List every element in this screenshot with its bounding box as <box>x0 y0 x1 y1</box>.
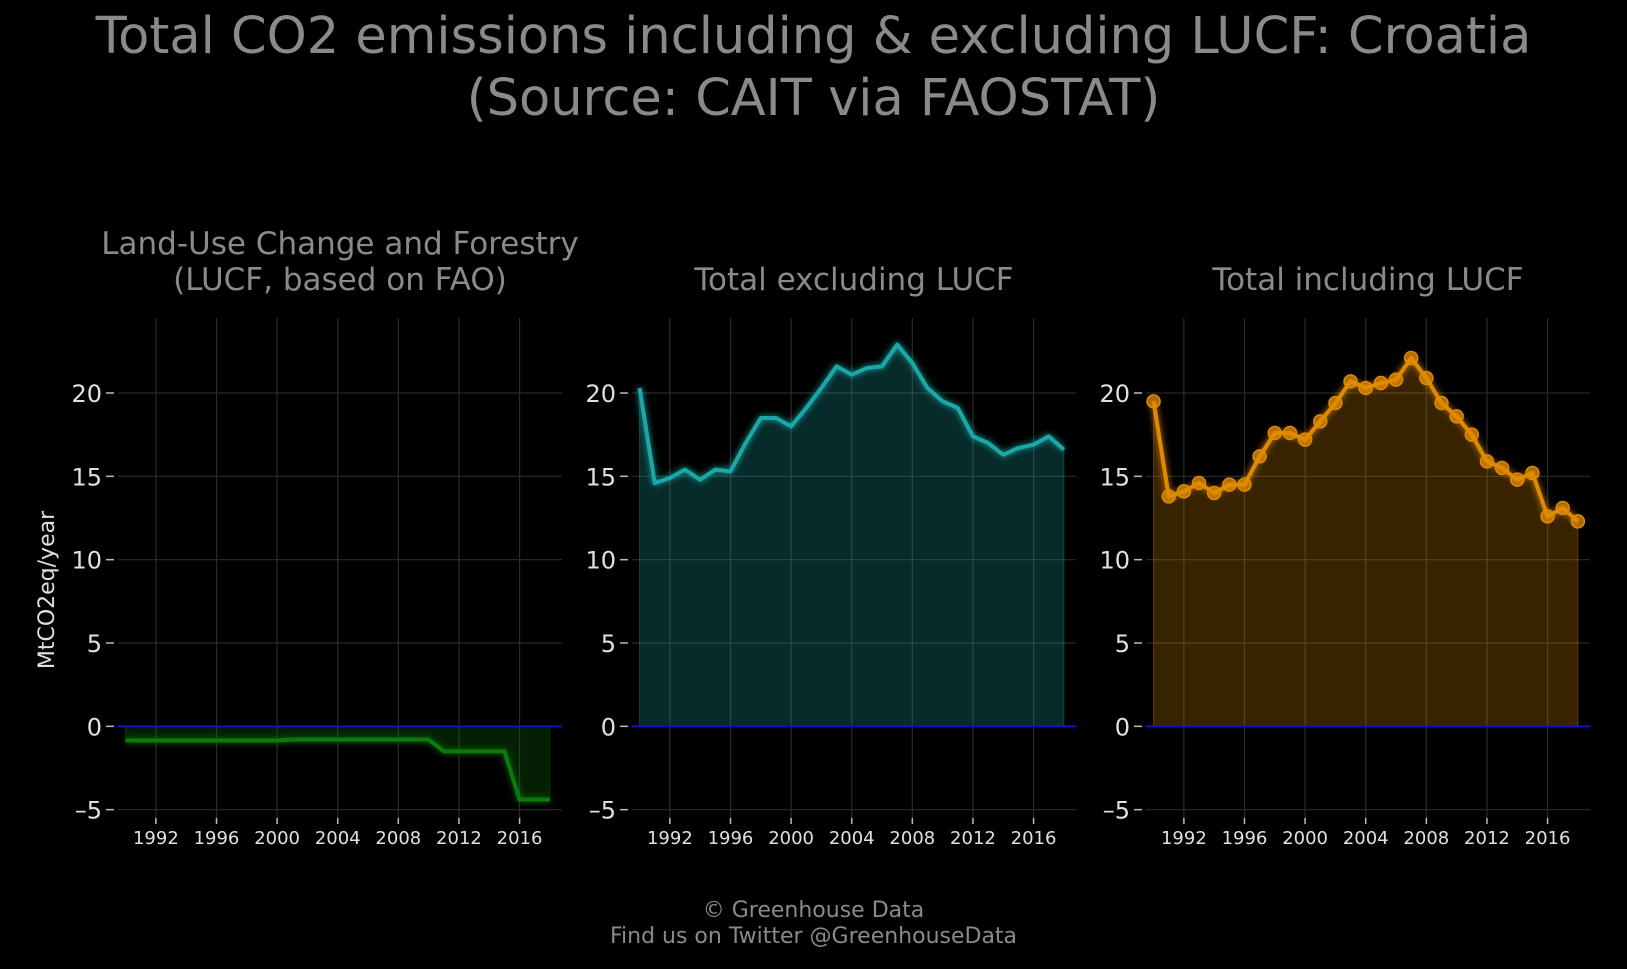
series-line <box>125 737 550 802</box>
panel-3: Total including LUCF 20 15 10 5 0 –5 1992 1996 20… <box>1099 262 1590 849</box>
x-tick-label: 1996 <box>1222 828 1268 849</box>
x-tick-label: 2012 <box>1464 828 1510 849</box>
y-tick-label: 10 <box>585 547 616 575</box>
footer-credits: © Greenhouse Data Find us on Twitter @Gr… <box>0 898 1627 950</box>
y-tick-label: –5 <box>589 797 616 825</box>
x-tick-label: 2004 <box>315 828 361 849</box>
x-tick-label: 2016 <box>497 828 543 849</box>
x-tick-label: 2000 <box>254 828 300 849</box>
y-tick-label: 10 <box>1099 547 1130 575</box>
title-line-1: Total CO2 emissions including & excludin… <box>95 7 1532 66</box>
data-point <box>1555 500 1570 516</box>
data-point <box>1525 465 1540 481</box>
data-point <box>1237 477 1252 492</box>
x-tick-label: 1996 <box>194 828 240 849</box>
y-tick-label: 20 <box>585 380 616 408</box>
title-line-2: (Source: CAIT via FAOSTAT) <box>466 69 1161 128</box>
x-tick-label: 2016 <box>1525 828 1571 849</box>
y-tick-label: –5 <box>75 797 102 825</box>
data-point <box>1434 395 1449 411</box>
y-tick-label: 5 <box>1115 630 1130 658</box>
data-point <box>1252 449 1267 464</box>
data-point <box>1176 484 1192 499</box>
x-tick-label: 1992 <box>1161 828 1207 849</box>
data-point <box>1297 432 1313 447</box>
data-point <box>1494 460 1510 476</box>
x-tick-label: 2004 <box>829 828 875 849</box>
data-point <box>1146 394 1161 409</box>
y-tick-label: 15 <box>585 463 616 491</box>
data-point <box>1449 409 1464 424</box>
panel-title: Total excluding LUCF <box>693 262 1013 298</box>
data-point <box>1403 350 1419 366</box>
x-tick-label: 2000 <box>1282 828 1328 849</box>
data-point <box>1464 427 1480 442</box>
data-point <box>1206 485 1222 501</box>
panel-title: (LUCF, based on FAO) <box>173 262 507 298</box>
data-point <box>1282 425 1298 441</box>
series-line <box>637 342 1066 485</box>
chart-main-title: Total CO2 emissions including & excludin… <box>0 6 1627 130</box>
data-point <box>1358 380 1373 396</box>
y-axis-label: MtCO2eq/year <box>35 510 60 669</box>
data-point <box>1161 489 1176 504</box>
x-tick-label: 2008 <box>1403 828 1449 849</box>
data-point <box>1313 414 1328 429</box>
x-tick-label: 2000 <box>768 828 814 849</box>
panel-2: Total excluding LUCF 20 15 10 5 0 –5 1992 1996 20… <box>585 262 1076 849</box>
y-tick-label: 20 <box>1099 380 1130 408</box>
y-tick-label: 15 <box>71 463 102 491</box>
y-tick-label: 0 <box>87 713 102 741</box>
y-tick-label: 0 <box>1115 713 1130 741</box>
data-point <box>1267 425 1283 441</box>
series-area <box>1153 357 1579 727</box>
x-tick-label: 2012 <box>436 828 482 849</box>
x-tick-label: 1992 <box>647 828 693 849</box>
data-point <box>1222 477 1237 492</box>
y-tick-label: 5 <box>87 630 102 658</box>
series-area <box>639 343 1065 727</box>
data-point <box>1373 375 1389 391</box>
x-tick-label: 1992 <box>133 828 179 849</box>
data-point <box>1510 472 1525 487</box>
x-tick-label: 1996 <box>708 828 754 849</box>
data-point <box>1343 374 1358 389</box>
data-point <box>1191 475 1207 491</box>
y-tick-label: 20 <box>71 380 102 408</box>
x-tick-label: 2004 <box>1343 828 1389 849</box>
y-tick-label: –5 <box>1103 797 1130 825</box>
y-tick-label: 10 <box>71 547 102 575</box>
x-tick-label: 2016 <box>1011 828 1057 849</box>
data-point <box>1388 372 1404 387</box>
panel-title: Land-Use Change and Forestry <box>101 226 579 262</box>
panel-1: Land-Use Change and Forestry(LUCF, based… <box>35 226 579 849</box>
x-tick-label: 2008 <box>889 828 935 849</box>
data-point <box>1540 509 1555 524</box>
footer-copyright: © Greenhouse Data <box>702 898 925 923</box>
data-point <box>1328 395 1343 411</box>
footer-twitter: Find us on Twitter @GreenhouseData <box>609 924 1018 949</box>
panel-title: Total including LUCF <box>1211 262 1523 298</box>
y-tick-label: 5 <box>601 630 616 658</box>
y-tick-label: 15 <box>1099 463 1130 491</box>
data-point <box>1419 370 1434 386</box>
data-point <box>1479 454 1495 469</box>
data-point <box>1570 514 1586 529</box>
x-tick-label: 2012 <box>950 828 996 849</box>
y-tick-label: 0 <box>601 713 616 741</box>
x-tick-label: 2008 <box>375 828 421 849</box>
